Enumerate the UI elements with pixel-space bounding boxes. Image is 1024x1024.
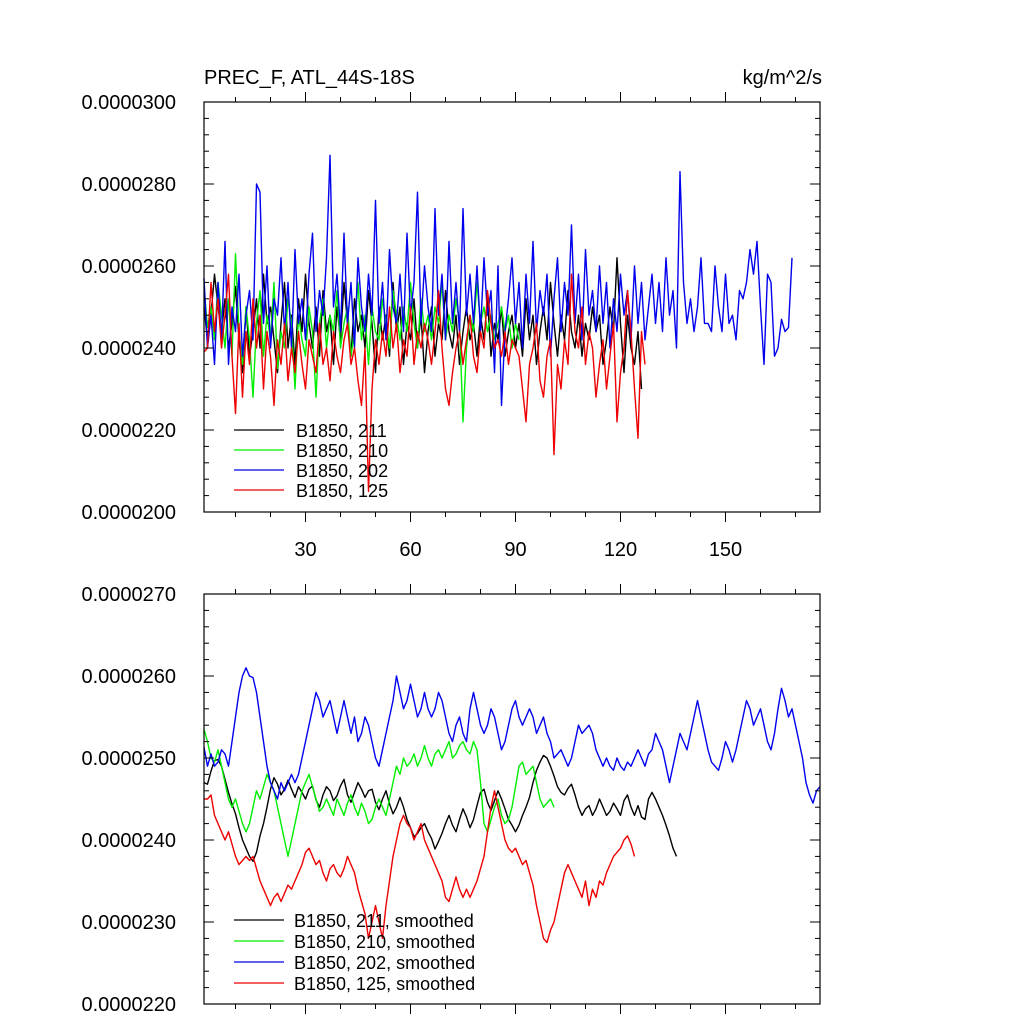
legend-label-210: B1850, 210	[296, 441, 388, 461]
bottom-panel-legend: B1850, 211, smoothed B1850, 210, smoothe…	[234, 911, 475, 994]
top-panel-title: PREC_F, ATL_44S-18S	[204, 67, 415, 89]
legend-label-211-smoothed: B1850, 211, smoothed	[294, 911, 474, 931]
bottom-panel-ticks: 0.0000220 0.0000230 0.0000240 0.0000250 0.00…	[81, 584, 820, 1016]
series-line-1-3	[204, 790, 636, 944]
y-tick-label: 0.0000260	[81, 666, 176, 688]
bottom-panel: 0.0000220 0.0000230 0.0000240 0.0000250 0.00…	[81, 584, 821, 1016]
bottom-panel-frame	[203, 593, 821, 1005]
y-tick-label: 0.0000240	[81, 338, 176, 360]
y-tick-label: 0.0000270	[81, 584, 176, 606]
x-tick-label: 150	[709, 539, 742, 561]
top-panel: PREC_F, ATL_44S-18S kg/m^2/s 30 60 90 120 15…	[81, 67, 822, 561]
legend-label-202: B1850, 202	[296, 461, 388, 481]
y-tick-label: 0.0000230	[81, 912, 176, 934]
y-tick-label: 0.0000260	[81, 256, 176, 278]
bottom-panel-series	[203, 667, 821, 944]
legend-label-125-smoothed: B1850, 125, smoothed	[294, 974, 475, 994]
x-tick-label: 120	[604, 539, 637, 561]
legend-label-125: B1850, 125	[296, 481, 388, 501]
legend-label-202-smoothed: B1850, 202, smoothed	[294, 953, 475, 973]
x-tick-label: 60	[399, 539, 421, 561]
y-tick-label: 0.0000240	[81, 830, 176, 852]
y-tick-label: 0.0000280	[81, 174, 176, 196]
series-line-0-1	[203, 252, 520, 423]
series-line-1-0	[203, 754, 678, 862]
x-tick-label: 30	[294, 539, 316, 561]
y-tick-label: 0.0000200	[81, 502, 176, 524]
y-tick-label: 0.0000220	[81, 994, 176, 1016]
series-line-1-1	[203, 729, 555, 858]
top-panel-legend: B1850, 211 B1850, 210 B1850, 202 B1850, …	[234, 421, 388, 501]
y-tick-label: 0.0000300	[81, 92, 176, 114]
legend-label-210-smoothed: B1850, 210, smoothed	[294, 932, 475, 952]
x-tick-label: 90	[504, 539, 526, 561]
top-panel-frame	[203, 101, 821, 513]
series-line-0-2	[203, 154, 793, 407]
top-panel-units: kg/m^2/s	[743, 67, 822, 89]
legend-label-211: B1850, 211	[296, 421, 387, 441]
series-line-0-3	[203, 273, 646, 493]
top-panel-series	[203, 154, 793, 493]
y-tick-label: 0.0000220	[81, 420, 176, 442]
y-tick-label: 0.0000250	[81, 748, 176, 770]
top-panel-ticks: 30 60 90 120 150 0.0000200 0.0000220 0.0000240 0…	[81, 92, 820, 561]
series-line-1-2	[203, 667, 821, 804]
